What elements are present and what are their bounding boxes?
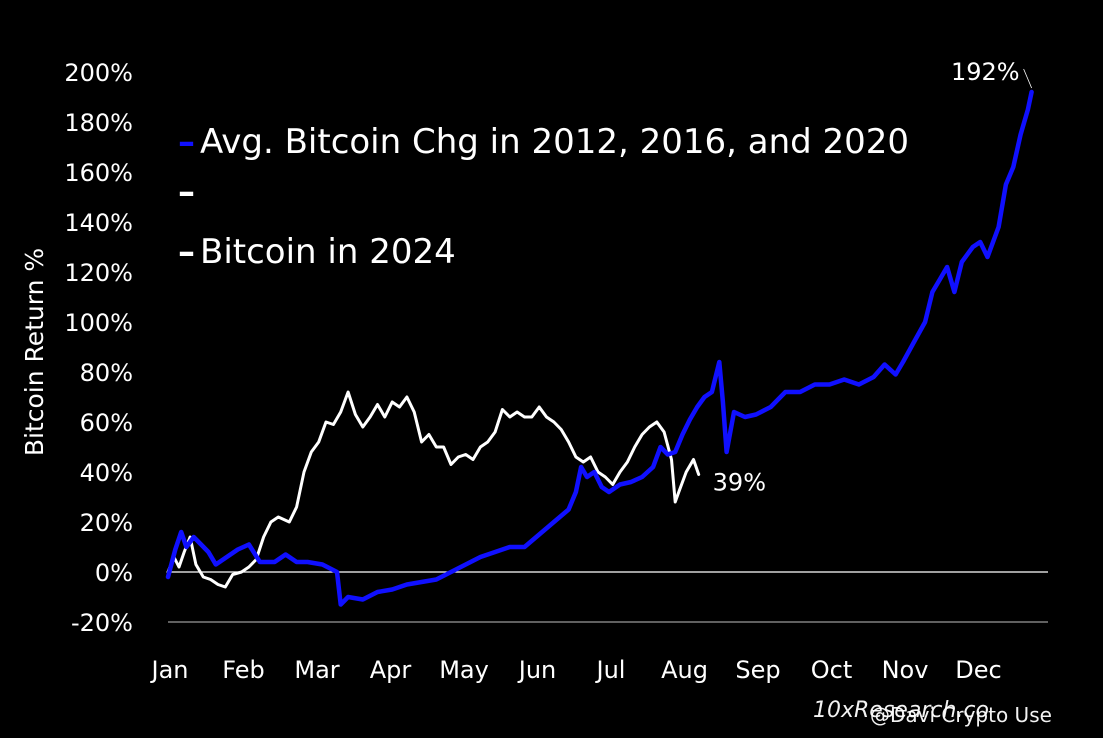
baseline-layer (168, 571, 1048, 623)
source-watermark: 10xResearch.co (813, 698, 989, 723)
x-tick-label: Feb (222, 656, 265, 684)
y-tick-label: 80% (80, 359, 133, 387)
end-label-avg: 192% (951, 58, 1020, 86)
y-tick-label: 120% (64, 259, 133, 287)
y-tick-label: 60% (80, 409, 133, 437)
end-labels: 192% 39% (713, 58, 1032, 497)
x-tick-label: Sep (735, 656, 780, 684)
y-tick-label: 140% (64, 209, 133, 237)
y-tick-label: 180% (64, 109, 133, 137)
series-line-avg-halving-years (165, 89, 1034, 607)
y-tick-label: 200% (64, 59, 133, 87)
x-tick-label: Aug (661, 656, 708, 684)
x-tick-label: Jun (517, 656, 557, 684)
y-axis-label: Bitcoin Return % (20, 248, 49, 456)
legend-marker: – (178, 122, 195, 162)
legend-label: Bitcoin in 2024 (200, 232, 456, 272)
x-tick-label: Dec (955, 656, 1001, 684)
y-tick-label: 100% (64, 309, 133, 337)
y-tick-label: 0% (95, 559, 133, 587)
y-tick-label: 160% (64, 159, 133, 187)
legend: – Avg. Bitcoin Chg in 2012, 2016, and 202… (178, 122, 909, 272)
series-line-bitcoin-2024 (166, 390, 701, 589)
legend-label: Avg. Bitcoin Chg in 2012, 2016, and 2020 (200, 122, 909, 162)
x-tick-label: Jan (150, 656, 189, 684)
x-tick-label: Nov (882, 656, 929, 684)
x-tick-label: May (439, 656, 489, 684)
x-tick-label: Oct (811, 656, 853, 684)
y-tick-labels: -20% 0% 20% 40% 60% 80% 100% 120% 140% 160% 180% 20… (64, 59, 133, 637)
y-tick-label: 20% (80, 509, 133, 537)
legend-marker: – (178, 172, 195, 212)
y-tick-label: 40% (80, 459, 133, 487)
y-tick-label: -20% (71, 609, 133, 637)
series-layer (165, 89, 1034, 607)
end-label-leader (1023, 68, 1032, 89)
x-tick-labels: Jan Feb Mar Apr May Jun Jul Aug Sep Oct Nov Dec (150, 656, 1002, 684)
x-tick-label: Jul (595, 656, 626, 684)
credit-watermark: @Davi Crypto Use (870, 703, 1052, 727)
x-tick-label: Mar (294, 656, 339, 684)
end-label-2024: 39% (713, 469, 766, 497)
x-tick-label: Apr (370, 656, 412, 684)
legend-marker: – (178, 232, 195, 272)
